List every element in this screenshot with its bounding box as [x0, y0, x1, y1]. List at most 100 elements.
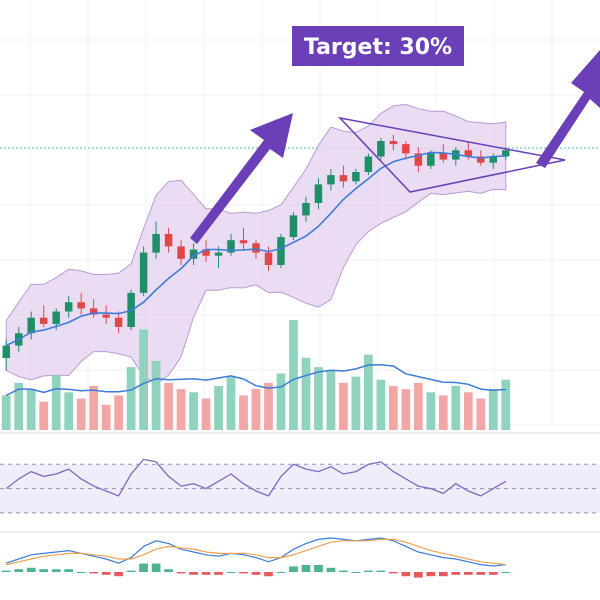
moving-average-line [5, 151, 506, 347]
macd-histogram-bar [201, 572, 211, 575]
signal-line [6, 538, 506, 566]
volume-bar [364, 354, 373, 430]
candle-body [427, 153, 435, 166]
volume-bar [289, 320, 298, 430]
volume-bar [376, 379, 386, 430]
macd-histogram-bar [64, 569, 74, 572]
macd-histogram-bar [476, 572, 486, 575]
candle-body [389, 141, 398, 145]
macd-histogram-bar [76, 572, 86, 573]
candle-body [64, 302, 73, 312]
macd-histogram-bar [101, 572, 111, 575]
candle-body [302, 203, 310, 216]
volume-bar [201, 398, 211, 430]
candle-body [314, 184, 323, 203]
volume-bar [438, 395, 448, 430]
candle-body [114, 317, 123, 327]
target-arrows [190, 50, 600, 244]
volume-bar [1, 395, 11, 430]
macd-histogram-bar [401, 572, 411, 577]
volume-bar [151, 360, 161, 430]
macd-histogram-bar [139, 563, 148, 572]
candle-body [477, 156, 485, 163]
candle-body [289, 215, 298, 238]
moving-average [5, 151, 506, 347]
macd-histogram-bar [126, 570, 136, 572]
volume-bar [501, 379, 511, 430]
volume-bar [339, 382, 348, 430]
candle-body [277, 237, 285, 265]
macd-histogram-bar [151, 563, 161, 572]
macd-histogram-bar [326, 567, 336, 572]
macd-histogram-bar [364, 570, 373, 572]
volume-bar [388, 386, 398, 430]
volume-bar [264, 382, 273, 430]
volume-bar [426, 392, 436, 430]
macd-histogram-bar [289, 566, 298, 572]
candle-body [39, 317, 48, 324]
volume-bar [14, 382, 24, 430]
arrow-shape [190, 113, 293, 244]
volume-bar [326, 370, 336, 430]
volume-bar [239, 395, 248, 430]
target-label: Target: 30% [304, 35, 452, 60]
volume-bar [101, 404, 111, 430]
candle-body [52, 311, 60, 324]
candle-body [139, 252, 148, 293]
triangle-outline [337, 116, 566, 193]
macd-histogram-bar [501, 572, 511, 573]
macd-histogram-bar [251, 572, 261, 575]
macd-histogram-bar [351, 572, 361, 573]
candle-body [239, 240, 248, 244]
macd-histogram-bar [214, 572, 223, 575]
volume-bar [164, 382, 173, 430]
volume-average-line [5, 363, 506, 397]
macd-histogram-bar [376, 570, 386, 572]
volume-bar [413, 382, 423, 430]
macd-histogram-bar [314, 565, 323, 572]
volume-bar [276, 373, 286, 430]
rsi-line [5, 458, 507, 497]
macd-histogram-bar [451, 572, 461, 575]
candle-body [202, 249, 210, 256]
volume-bar [451, 386, 461, 430]
macd-histogram-bar [164, 569, 173, 572]
candle-body [414, 153, 423, 166]
arrow-shape [536, 50, 600, 168]
macd-histogram-bar [488, 572, 498, 575]
volume-bar [139, 329, 148, 430]
macd-histogram-bar [89, 572, 99, 574]
candle-body [214, 252, 223, 256]
candle-body [339, 175, 348, 182]
macd-histogram-bar [239, 572, 248, 574]
macd-histogram-bar [413, 572, 423, 578]
macd-line [6, 537, 506, 567]
volume-bar [226, 376, 236, 430]
candle-body [464, 150, 473, 157]
candle-body [2, 345, 10, 358]
candle-body [489, 156, 498, 163]
volume-bar [463, 392, 473, 430]
macd-histogram-bar [426, 572, 436, 577]
volume-bar [214, 386, 223, 430]
volume-bar [251, 389, 261, 430]
candle-body [77, 302, 85, 309]
macd-histogram-bar [1, 570, 11, 572]
volume-bar [64, 392, 74, 430]
rsi-panel [0, 432, 600, 514]
macd-histogram-bar [39, 569, 49, 572]
volume-bar [314, 367, 323, 430]
macd-histogram-bar [463, 572, 473, 575]
candle-body [152, 234, 160, 253]
candle-body [439, 153, 448, 160]
candle-body [164, 234, 173, 247]
macd-histogram-bar [176, 572, 186, 574]
volume-bar [51, 375, 61, 430]
macd-histogram-bar [226, 572, 236, 573]
candle-body [102, 314, 110, 318]
candle-body [252, 243, 260, 253]
macd-histogram-bar [264, 572, 273, 577]
volume-bar [39, 401, 49, 430]
candle-body [177, 246, 185, 259]
